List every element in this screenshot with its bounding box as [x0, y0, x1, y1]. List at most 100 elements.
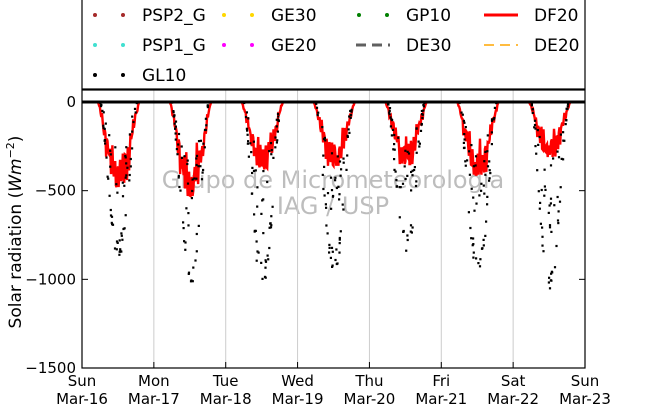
gl10-point — [120, 232, 123, 235]
gl10-point — [421, 113, 424, 116]
x-tick-date-5: Mar-21 — [415, 390, 467, 408]
gl10-point — [339, 174, 342, 177]
x-axis: SunMar-16MonMar-17TueMar-18WedMar-19ThuM… — [56, 362, 611, 408]
gl10-point — [391, 128, 395, 131]
gl10-point — [199, 165, 202, 168]
gl10-point — [461, 113, 464, 116]
gl10-point — [480, 189, 483, 192]
gl10-point — [257, 251, 260, 254]
gl10-point — [176, 153, 179, 156]
gl10-point — [121, 181, 124, 184]
gl10-point — [393, 158, 396, 161]
gl10-point — [474, 155, 478, 158]
legend-de20-label: DE20 — [534, 36, 579, 56]
gl10-point — [118, 250, 121, 253]
gl10-point — [345, 168, 348, 171]
legend-ge20-label: GE20 — [271, 36, 317, 56]
gl10-point — [472, 237, 475, 240]
legend-df20-label: DF20 — [534, 6, 579, 26]
gl10-point — [331, 250, 334, 253]
gl10-point — [124, 176, 127, 179]
gl10-point — [184, 248, 187, 251]
df20-day-0 — [82, 100, 154, 188]
gl10-point — [255, 240, 258, 243]
gl10-point — [197, 224, 200, 227]
gl10-point — [330, 152, 334, 155]
gl10-point — [174, 125, 177, 128]
gl10-point — [533, 123, 537, 127]
legend-gp10-marker — [385, 13, 389, 17]
gl10-point — [553, 266, 557, 269]
gl10-point — [275, 141, 278, 144]
gl10-point — [252, 140, 255, 143]
gl10-point — [550, 272, 553, 275]
gl10-point — [349, 109, 352, 113]
gl10-point — [486, 195, 489, 198]
gl10-point — [276, 139, 279, 142]
gl10-point — [557, 156, 561, 159]
gl10-point — [328, 251, 331, 254]
gl10-point — [346, 134, 349, 137]
gl10-point — [462, 146, 466, 150]
x-tick-day-1: Mon — [138, 372, 170, 390]
plot-frame — [81, 89, 586, 369]
df20-day-3 — [297, 100, 370, 170]
gl10-point — [389, 125, 392, 128]
gl10-point — [537, 143, 540, 146]
gl10-point — [321, 126, 324, 129]
x-tick-date-2: Mar-18 — [200, 390, 252, 408]
gl10-point — [480, 182, 483, 185]
gl10-point — [414, 184, 418, 188]
gl10-point — [109, 149, 112, 152]
gl10-point — [413, 166, 416, 169]
gl10-point — [109, 165, 112, 168]
gl10-point — [565, 119, 568, 122]
gl10-point — [483, 192, 486, 195]
gl10-point — [192, 266, 195, 269]
gl10-point — [113, 247, 117, 250]
gl10-point — [125, 146, 128, 149]
gl10-point — [180, 145, 183, 148]
gl10-point — [392, 148, 395, 151]
gl10-point — [251, 171, 254, 175]
gl10-point — [131, 130, 134, 133]
gl10-point — [410, 189, 413, 192]
gl10-point — [247, 117, 250, 120]
gl10-point — [558, 200, 562, 203]
gl10-point — [534, 145, 537, 148]
gl10-point — [335, 248, 338, 251]
gl10-point — [550, 270, 553, 273]
gl10-point — [264, 259, 267, 262]
legend-gp10-label: GP10 — [406, 6, 451, 26]
y-tick-label-3: −1500 — [25, 359, 76, 377]
gl10-point — [195, 157, 198, 160]
gl10-point — [335, 186, 338, 190]
gl10-point — [488, 160, 491, 163]
y-axis-label-unit: Wm — [6, 158, 26, 191]
gl10-point — [328, 246, 331, 249]
gl10-point — [422, 103, 425, 107]
x-tick-date-3: Mar-19 — [272, 390, 324, 408]
legend-psp2-g-marker — [93, 13, 97, 17]
gl10-point — [322, 138, 326, 141]
gl10-point — [413, 168, 416, 172]
y-tick-label-0: 0 — [66, 93, 76, 111]
gl10-point — [539, 201, 542, 204]
gl10-point — [406, 238, 409, 242]
gl10-point — [533, 126, 536, 129]
gl10-point — [203, 128, 207, 131]
gl10-point — [173, 114, 176, 117]
gl10-point — [334, 176, 337, 179]
gl10-point — [559, 186, 562, 189]
gl10-point — [341, 203, 344, 206]
gl10-point — [562, 158, 565, 161]
gl10-point — [470, 187, 473, 190]
gl10-point — [119, 248, 122, 251]
gl10-point — [105, 156, 108, 159]
legend-gp10-marker — [357, 13, 361, 17]
gl10-point — [108, 194, 111, 197]
gl10-point — [123, 184, 126, 187]
gl10-point — [260, 261, 263, 264]
gl10-point — [470, 237, 473, 240]
gl10-point — [486, 203, 489, 206]
